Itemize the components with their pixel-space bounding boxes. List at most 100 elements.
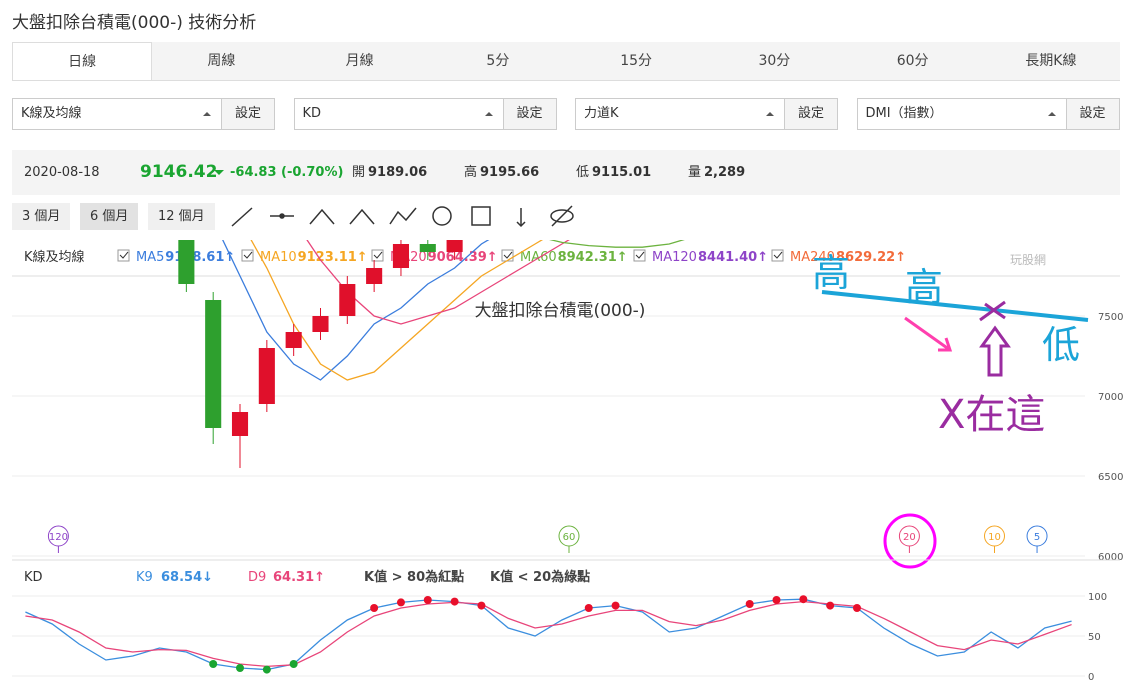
legend-check <box>119 251 129 259</box>
kd-dot <box>370 604 379 612</box>
date: 2020-08-18 <box>24 165 100 180</box>
volume-label: 量 <box>688 165 702 180</box>
candle-body <box>392 244 410 268</box>
highlight-circle <box>883 513 937 569</box>
y-tick-label: 100 <box>1088 592 1107 603</box>
legend-check <box>243 251 253 259</box>
kd-dot <box>396 598 405 607</box>
range-button[interactable]: 12 個月 <box>148 203 215 230</box>
y-tick-label: 6000 <box>1098 552 1123 563</box>
select-box[interactable]: K線及均線 <box>12 98 222 130</box>
low-label: 低 <box>576 165 590 180</box>
kd-line <box>25 600 1072 668</box>
legend-checkbox[interactable] <box>501 249 514 262</box>
tool-hline[interactable] <box>270 213 294 219</box>
candle-body <box>178 240 195 284</box>
legend-name: K9 <box>136 570 153 585</box>
candle-body <box>446 240 463 252</box>
legend-name: MA240 <box>790 250 835 265</box>
selector-group: DMI（指數） 設定 <box>856 98 1120 130</box>
legend-name: D9 <box>248 570 266 585</box>
candle-body <box>339 284 356 316</box>
tool-line[interactable] <box>231 207 253 227</box>
settings-button[interactable]: 設定 <box>1066 98 1120 130</box>
tool-angle[interactable] <box>309 208 335 225</box>
kd-dot <box>477 601 486 610</box>
tab[interactable]: 長期K線 <box>1025 53 1077 69</box>
legend-checkbox[interactable] <box>633 249 646 262</box>
y-tick-label: 7000 <box>1098 392 1123 403</box>
watermark: 玩股網 <box>1010 253 1046 267</box>
kd-dot <box>450 597 459 606</box>
tool-abcd[interactable] <box>389 207 417 225</box>
high-label: 高 <box>464 165 478 180</box>
tab[interactable]: 月線 <box>345 53 374 69</box>
tab[interactable]: 周線 <box>207 53 236 69</box>
legend-check <box>373 251 383 259</box>
settings-button[interactable]: 設定 <box>785 98 838 130</box>
legend-checkbox[interactable] <box>771 249 784 262</box>
chart: K線及均線MA59118.61↑MA109123.11↑MA209064.39↑… <box>12 240 1123 683</box>
legend-value: 68.54↓ <box>161 570 213 585</box>
ma-marker-label: 20 <box>903 532 916 543</box>
candle-body <box>366 268 383 284</box>
select-box[interactable]: DMI（指數） <box>856 98 1067 130</box>
drawing-tools <box>231 205 574 228</box>
tab[interactable]: 30分 <box>758 53 791 69</box>
legend-value: 9118.61↑ <box>165 250 235 265</box>
tool-hide[interactable] <box>550 205 574 227</box>
tool-rect[interactable] <box>471 206 491 226</box>
settings-button[interactable]: 設定 <box>222 98 275 130</box>
up-arrow <box>979 325 1011 377</box>
candle-body <box>285 332 302 348</box>
selector-group: K線及均線 設定 <box>12 98 275 130</box>
range-button[interactable]: 3 個月 <box>12 203 71 230</box>
high: 9195.66 <box>480 165 540 180</box>
tool-abc[interactable] <box>349 208 375 225</box>
down-arrow <box>214 170 224 180</box>
volume: 2,289 <box>704 165 746 180</box>
range-button[interactable]: 6 個月 <box>80 203 139 230</box>
legend-checkbox[interactable] <box>241 249 254 262</box>
legend-name: MA10 <box>260 250 297 265</box>
ma-marker-label: 60 <box>563 532 576 543</box>
kd-dot <box>289 660 298 668</box>
select-box[interactable]: KD <box>293 98 504 130</box>
annotation: 高 <box>905 265 943 309</box>
settings-button[interactable]: 設定 <box>503 98 557 130</box>
legend-value: 8441.40↑ <box>698 250 768 265</box>
y-tick-label: 7500 <box>1098 312 1123 323</box>
tool-text[interactable] <box>516 208 526 228</box>
y-tick-label: 8000 <box>1098 240 1123 243</box>
note: K值 < 20為綠點 <box>490 569 590 585</box>
annotation: 低 <box>1042 323 1080 367</box>
trend-line <box>821 290 1089 322</box>
kd-dot <box>826 601 835 610</box>
tab[interactable]: 15分 <box>620 53 653 69</box>
tab[interactable]: 5分 <box>486 53 510 69</box>
kd-dot <box>262 665 271 674</box>
tab[interactable]: 60分 <box>896 53 929 69</box>
legend-check <box>503 251 513 259</box>
kd-dot <box>423 596 432 604</box>
select-box[interactable]: 力道K <box>575 98 785 130</box>
open: 9189.06 <box>368 165 428 180</box>
legend-value: 9064.39↑ <box>428 250 498 265</box>
kd-dot <box>584 604 593 612</box>
ma-marker-label: 10 <box>988 532 1001 543</box>
legend-checkbox[interactable] <box>117 249 130 262</box>
kd-dot <box>611 601 620 610</box>
candle-body <box>419 244 436 252</box>
kd-dot <box>772 596 781 604</box>
tool-circle[interactable] <box>432 206 452 226</box>
arrow <box>904 316 953 352</box>
low: 9115.01 <box>592 165 652 180</box>
kd-dot <box>799 595 808 604</box>
tab[interactable]: 日線 <box>12 42 153 80</box>
legend-checkbox[interactable] <box>371 249 384 262</box>
kd-line <box>25 598 1072 671</box>
legend-value: 8629.22↑ <box>836 250 906 265</box>
legend-name: MA5 <box>136 250 164 265</box>
legend-check <box>773 251 783 259</box>
ma-marker-label: 5 <box>1034 532 1040 543</box>
